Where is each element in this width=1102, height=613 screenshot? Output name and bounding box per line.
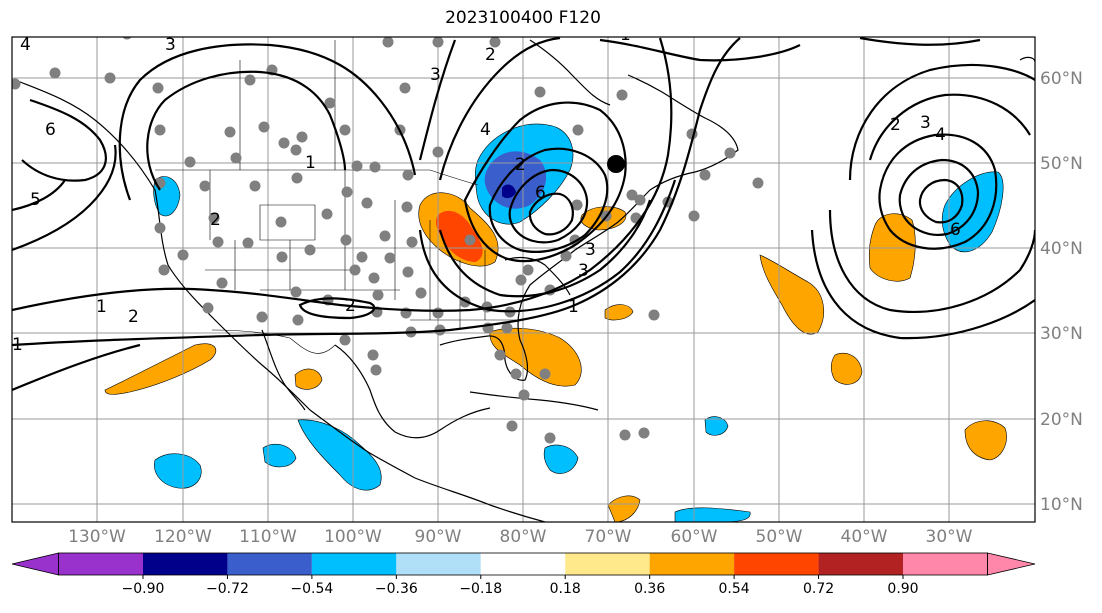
colorbar-segment [480, 553, 566, 575]
cold-anomaly-caribbean [543, 444, 579, 474]
colorbar-segment [227, 553, 312, 575]
contour-label: 3 [585, 240, 596, 260]
colorbar-tick-label: 0.90 [887, 581, 918, 597]
longitude-label: 90°W [415, 527, 462, 547]
colorbar-tick-label: −0.54 [290, 581, 333, 597]
contour-label: 2 [345, 296, 356, 316]
strong-warm-anomaly-region [435, 210, 483, 262]
map-title: 2023100400 F120 [445, 8, 601, 28]
warm-anomaly-tropical-atlantic [964, 420, 1007, 461]
longitude-axis: 130°W 120°W 110°W 100°W 90°W 80°W 70°W 6… [68, 527, 973, 547]
contour-label: 3 [165, 35, 176, 55]
colorbar-segment [143, 553, 228, 575]
warm-anomaly-central-atlantic-2 [830, 352, 863, 385]
contour-label: 2 [485, 45, 496, 65]
colorbar-segment [58, 553, 143, 575]
colorbar-frame [58, 552, 988, 576]
contour-label: 3 [578, 261, 589, 281]
colorbar-tick-label: 0.72 [803, 581, 834, 597]
latitude-axis: 60°N 50°N 40°N 30°N 20°N 10°N [1040, 69, 1083, 515]
colorbar-segment [818, 553, 903, 575]
colorbar-segment [734, 553, 819, 575]
station-markers [12, 37, 764, 444]
colorbar-segment [11, 552, 59, 576]
colorbar-segment [396, 553, 481, 575]
latitude-label: 60°N [1040, 69, 1083, 89]
strong-cold-anomaly-region [484, 151, 547, 209]
longitude-label: 130°W [68, 527, 126, 547]
colorbar-segment [649, 553, 735, 575]
contour-labels: 1 2 3 4 5 6 1 2 3 1 2 3 4 6 2 3 4 6 1 2 … [12, 25, 961, 355]
colorbar: −0.90 −0.72 −0.54 −0.36 −0.18 0.18 0.36 0.54 0.7… [11, 552, 1036, 597]
longitude-label: 50°W [756, 527, 803, 547]
longitude-label: 60°W [671, 527, 718, 547]
political-borders [155, 40, 520, 354]
warm-anomaly-central-atlantic [604, 304, 634, 321]
contour-label: 2 [210, 210, 221, 230]
longitude-label: 30°W [926, 527, 973, 547]
warm-anomaly-atlantic [868, 213, 916, 282]
contour-label: 2 [515, 155, 526, 175]
contour-label: 6 [950, 220, 961, 240]
highlight-marker [607, 155, 625, 173]
colorbar-tick-label: −0.90 [122, 581, 165, 597]
contour-label: 1 [305, 153, 316, 173]
cold-anomaly-east-pacific [297, 419, 382, 491]
contour-label: 4 [480, 120, 491, 140]
longitude-label: 110°W [239, 527, 297, 547]
warm-anomaly-pacific [104, 343, 217, 395]
contour-label: 2 [128, 307, 139, 327]
warm-anomaly-pacific-2 [294, 368, 323, 390]
contour-label: 4 [20, 35, 31, 55]
contour-label: 5 [30, 190, 41, 210]
latitude-label: 30°N [1040, 324, 1083, 344]
contour-label: 2 [890, 115, 901, 135]
strongest-cold-anomaly-region [502, 184, 516, 199]
contour-label: 1 [12, 335, 23, 355]
colorbar-tick-label: 0.18 [550, 581, 581, 597]
longitude-label: 120°W [154, 527, 212, 547]
latitude-label: 10°N [1040, 495, 1083, 515]
longitude-label: 70°W [585, 527, 632, 547]
cold-anomaly-east-pacific-2 [154, 453, 202, 489]
cold-anomaly-east-pacific-3 [262, 443, 297, 468]
latitude-label: 50°N [1040, 154, 1083, 174]
contour-label: 1 [96, 297, 107, 317]
colorbar-segment [903, 553, 988, 575]
contour-label: 1 [620, 25, 631, 45]
colorbar-segment [565, 553, 650, 575]
map-grid [12, 37, 1035, 522]
contour-label: 4 [935, 125, 946, 145]
colorbar-segment [987, 552, 1036, 576]
colorbar-tick-label: 0.36 [634, 581, 665, 597]
latitude-label: 40°N [1040, 239, 1083, 259]
cold-anomaly-tropics [704, 416, 729, 436]
colorbar-tick-label: 0.54 [719, 581, 750, 597]
colorbar-tick-label: −0.18 [459, 581, 502, 597]
longitude-label: 80°W [500, 527, 547, 547]
anomaly-contours [12, 37, 1035, 392]
colorbar-segment [311, 553, 397, 575]
contour-label: 1 [568, 297, 579, 317]
colorbar-tick-label: −0.36 [375, 581, 418, 597]
contour-label: 3 [920, 113, 931, 133]
contour-label: 6 [45, 120, 56, 140]
longitude-label: 40°W [841, 527, 888, 547]
contour-label: 6 [535, 183, 546, 203]
warm-anomaly-gulf [489, 327, 582, 387]
latitude-label: 20°N [1040, 410, 1083, 430]
longitude-label: 100°W [324, 527, 382, 547]
colorbar-tick-label: −0.72 [206, 581, 249, 597]
warm-anomaly-west-atlantic [759, 254, 825, 335]
warm-anomaly-caribbean [607, 495, 641, 522]
contour-label: 3 [430, 65, 441, 85]
map-frame [11, 36, 1036, 523]
